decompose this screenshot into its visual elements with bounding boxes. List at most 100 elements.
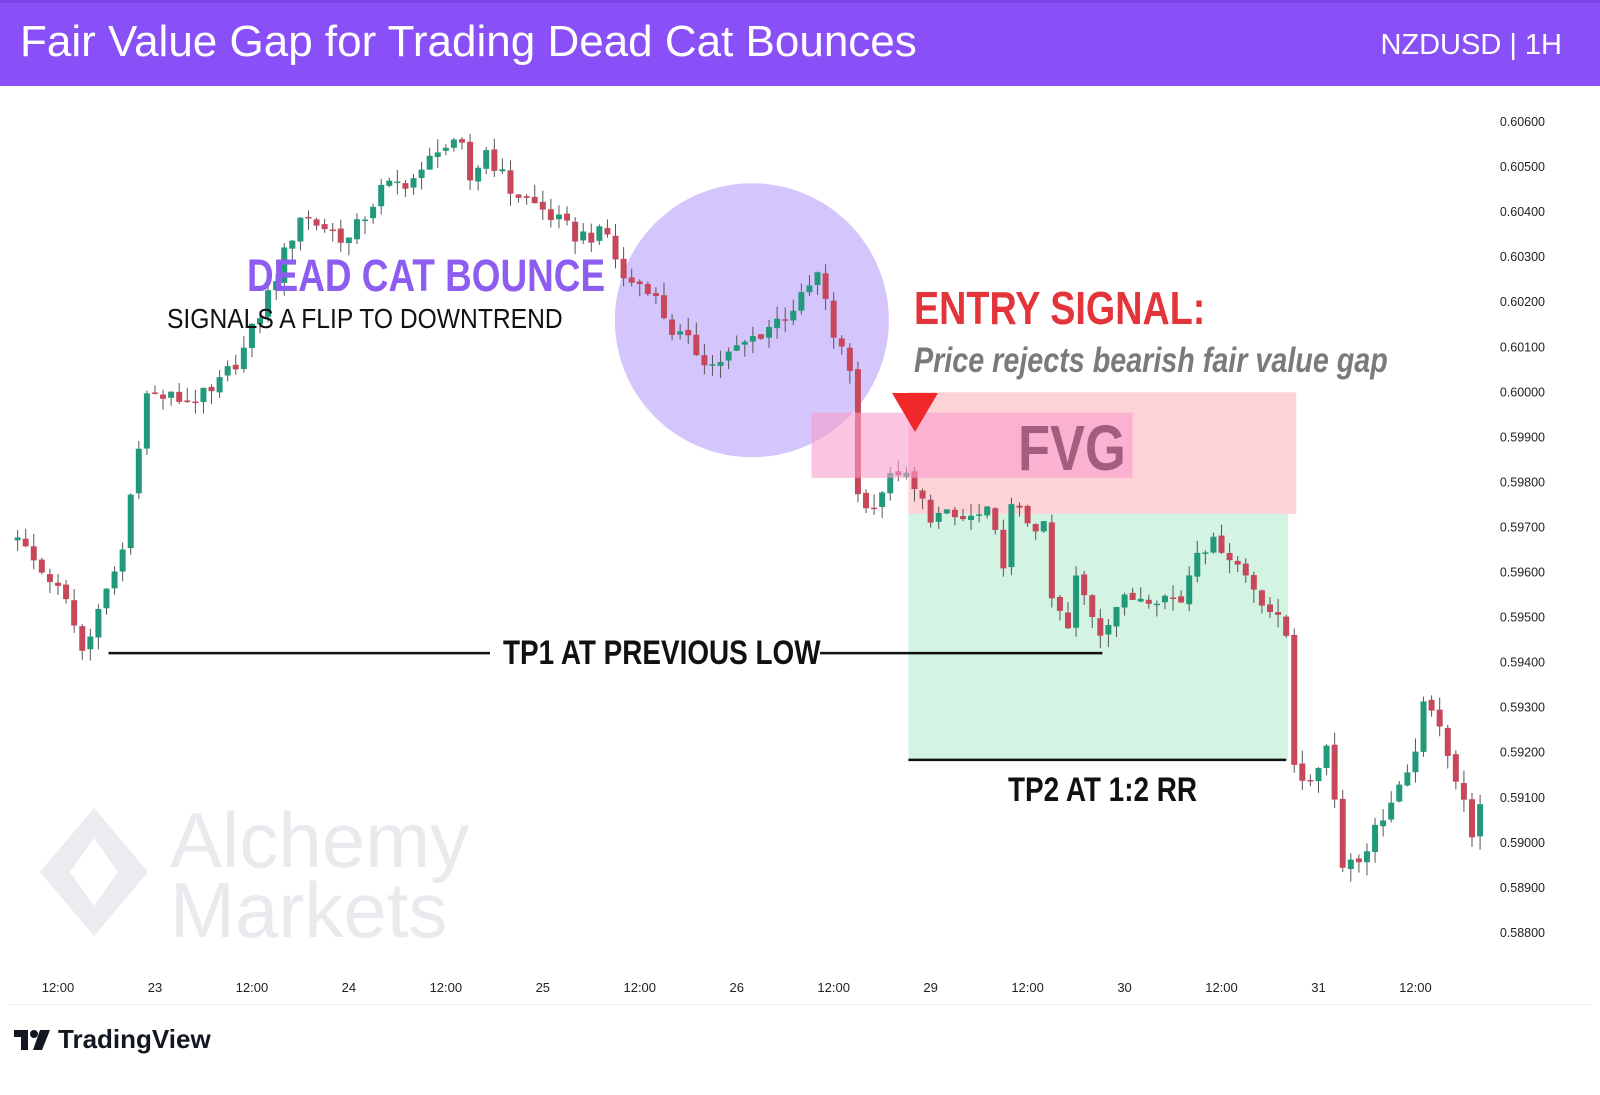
dead-cat-bounce-label: DEAD CAT BOUNCE [247, 250, 606, 301]
candle-body [741, 341, 748, 345]
candle [871, 494, 878, 515]
candle-body [467, 141, 474, 181]
candle [402, 179, 409, 197]
candle [321, 218, 328, 233]
candle [1129, 587, 1136, 601]
price-axis-label: 0.58900 [1500, 881, 1545, 895]
candle-body [620, 258, 627, 279]
candle-body [345, 237, 352, 244]
candle-body [362, 219, 369, 222]
title-bar: Fair Value Gap for Trading Dead Cat Boun… [0, 0, 1600, 86]
candle-body [1161, 595, 1168, 603]
candle-body [677, 331, 684, 335]
candle [22, 528, 29, 548]
candle [1315, 767, 1322, 793]
candle-body [976, 514, 983, 516]
candle-body [1048, 522, 1055, 599]
candle-body [418, 169, 425, 179]
candle [879, 491, 886, 519]
candle-body [1218, 535, 1225, 553]
candle [38, 557, 45, 575]
candle [192, 389, 199, 414]
price-axis-label: 0.60000 [1500, 385, 1545, 399]
candle-body [119, 549, 126, 572]
candle [1250, 571, 1257, 603]
candle [547, 198, 554, 228]
candle-body [442, 147, 449, 151]
candle [111, 566, 118, 595]
candle-body [1372, 824, 1379, 852]
candle-body [79, 626, 86, 651]
candle-body [273, 281, 280, 291]
candle-body [871, 507, 878, 510]
time-axis-label: 26 [729, 980, 743, 995]
candle-body [1121, 594, 1128, 608]
candle-body [240, 347, 247, 370]
candle [1040, 520, 1047, 533]
candle [63, 579, 70, 604]
candle-body [38, 559, 45, 573]
candle [305, 210, 312, 231]
candle [281, 242, 288, 296]
candle [87, 628, 94, 661]
tradingview-text: TradingView [58, 1024, 211, 1054]
candle-body [353, 219, 360, 240]
candle-body [806, 285, 813, 293]
candle-body [1428, 699, 1435, 711]
candle [919, 488, 926, 510]
candle-body [1008, 504, 1015, 568]
candle [507, 160, 514, 206]
candle-body [321, 224, 328, 230]
candle-body [1170, 597, 1177, 600]
candle [1299, 750, 1306, 790]
candle [1105, 619, 1112, 648]
candle-body [984, 506, 991, 516]
candle [378, 178, 385, 215]
time-axis-label: 24 [342, 980, 356, 995]
candle-body [838, 338, 845, 347]
candle [1355, 854, 1362, 873]
candle-body [1250, 575, 1257, 590]
candle [959, 508, 966, 522]
candle-body [515, 194, 522, 198]
candle [701, 343, 708, 375]
price-axis-label: 0.60500 [1500, 160, 1545, 174]
candle-body [733, 345, 740, 351]
candle [531, 184, 538, 204]
candle [992, 507, 999, 535]
candle-body [176, 391, 183, 402]
candle [636, 279, 643, 297]
candle [55, 573, 61, 595]
candle [95, 604, 102, 650]
candle [766, 319, 773, 348]
candle [143, 390, 150, 455]
candle [46, 568, 53, 594]
candle [661, 282, 667, 320]
candle [935, 506, 942, 530]
candle [450, 137, 457, 152]
tradingview-logo-icon [14, 1029, 50, 1050]
candle-body [1267, 604, 1273, 612]
candle [677, 324, 684, 340]
candle [1412, 738, 1419, 783]
candle [628, 268, 635, 287]
price-axis-label: 0.60400 [1500, 205, 1545, 219]
candles [14, 134, 1484, 882]
tradingview-brand[interactable]: TradingView [14, 1024, 211, 1055]
candle [1323, 744, 1330, 776]
candle-body [531, 196, 538, 204]
candle [1291, 628, 1298, 773]
candle [257, 311, 263, 334]
candle [1258, 589, 1265, 614]
candle [790, 299, 797, 326]
dead-cat-bounce-circle [614, 183, 889, 458]
time-axis-label: 12:00 [1399, 980, 1432, 995]
price-axis-label: 0.59900 [1500, 430, 1545, 444]
candle [1048, 514, 1055, 608]
price-axis-label: 0.60100 [1500, 340, 1545, 354]
candle-body [863, 492, 869, 509]
candle-body [1291, 634, 1298, 765]
candle [176, 383, 183, 404]
candle [1153, 600, 1160, 617]
